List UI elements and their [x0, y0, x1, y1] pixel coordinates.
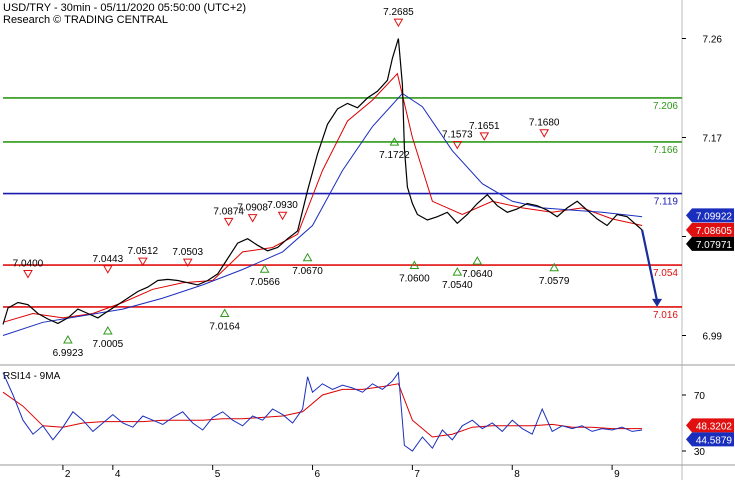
peak-label: 7.0503 [172, 247, 203, 258]
rsi-series-line [2, 371, 643, 452]
price-last-value-tag [686, 236, 734, 251]
peak-marker [102, 265, 113, 274]
peak-marker [182, 258, 193, 268]
trough-label: 7.1722 [379, 150, 410, 161]
chart-subtitle: Research © TRADING CENTRAL [3, 14, 168, 26]
price-last-value-label: 7.09922 [696, 211, 733, 222]
peak-marker [393, 18, 404, 28]
trough-marker [63, 334, 73, 344]
level-label: 7.166 [653, 145, 678, 156]
peak-marker [277, 211, 288, 221]
peak-label: 7.0874 [213, 206, 244, 217]
time-axis-tick-label: 6 [315, 469, 321, 480]
peak-label: 7.1573 [442, 129, 473, 140]
trough-label: 7.0579 [539, 276, 570, 287]
price-line [2, 38, 643, 325]
trough-label: 7.0670 [292, 266, 323, 277]
time-axis-tick-label: 5 [215, 469, 221, 480]
price-axis-tick-label: 6.99 [703, 332, 723, 343]
chart-title: USD/TRY - 30min - 05/11/2020 05:50:00 (U… [3, 2, 246, 14]
level-label: 7.054 [653, 268, 678, 279]
rsi-last-value-label: 44.5879 [696, 435, 733, 446]
trough-marker [302, 252, 313, 262]
price-axis-tick-label: 7.26 [703, 35, 723, 46]
peak-marker [539, 129, 550, 138]
trough-marker [219, 308, 230, 317]
price-last-value-label: 7.07971 [696, 240, 733, 251]
trough-label: 7.0164 [209, 321, 240, 332]
level-label: 7.206 [653, 101, 678, 112]
peak-label: 7.2685 [383, 7, 414, 18]
time-axis-tick-label: 4 [115, 469, 121, 480]
price-last-value-label: 7.08605 [696, 226, 733, 237]
rsi-axis-tick-label: 30 [694, 447, 706, 458]
peak-marker [223, 217, 234, 227]
rsi-last-value-tag [686, 418, 734, 433]
peak-label: 7.0930 [267, 200, 298, 211]
rsi-panel-title: RSI14 - 9MA [3, 371, 61, 382]
trough-label: 7.0566 [249, 277, 280, 288]
peak-label: 7.0512 [127, 246, 158, 257]
level-label: 7.016 [653, 310, 678, 321]
projection-arrow-shaft [640, 229, 659, 302]
trough-marker [549, 262, 560, 272]
trough-marker [452, 267, 463, 276]
time-axis-tick-label: 9 [614, 469, 620, 480]
trough-marker [472, 256, 483, 265]
trough-label: 6.9923 [53, 348, 84, 359]
peak-label: 7.0400 [13, 259, 44, 270]
rsi-series-line [2, 383, 643, 438]
projection-arrow-head [652, 298, 663, 307]
peak-marker [23, 270, 33, 279]
peak-marker [452, 140, 463, 150]
peak-marker [479, 132, 490, 141]
peak-label: 7.0908 [237, 203, 268, 214]
price-axis-tick-label: 7.17 [703, 134, 723, 145]
rsi-last-value-label: 48.3202 [696, 421, 733, 432]
trough-label: 7.0540 [442, 280, 473, 291]
trough-marker [389, 137, 400, 146]
time-axis-tick-label: 2 [65, 469, 71, 480]
peak-label: 7.1651 [469, 121, 500, 132]
moving-average-line [2, 92, 643, 336]
peak-marker [137, 257, 148, 267]
price-last-value-tag [686, 208, 734, 223]
trough-label: 7.0005 [93, 339, 124, 350]
price-last-value-tag [686, 222, 734, 237]
peak-label: 7.1680 [529, 118, 560, 129]
peak-label: 7.0443 [93, 254, 124, 265]
trough-marker [259, 264, 270, 273]
rsi-last-value-tag [686, 432, 734, 447]
peak-marker [247, 214, 258, 223]
time-axis-tick-label: 8 [514, 469, 520, 480]
time-axis-tick-label: 7 [414, 469, 420, 480]
trough-marker [409, 260, 420, 269]
rsi-axis-tick-label: 70 [694, 391, 706, 402]
trough-label: 7.0600 [399, 274, 430, 285]
trough-marker [102, 325, 113, 335]
level-label: 7.119 [654, 197, 679, 208]
trough-label: 7.0640 [462, 269, 493, 280]
